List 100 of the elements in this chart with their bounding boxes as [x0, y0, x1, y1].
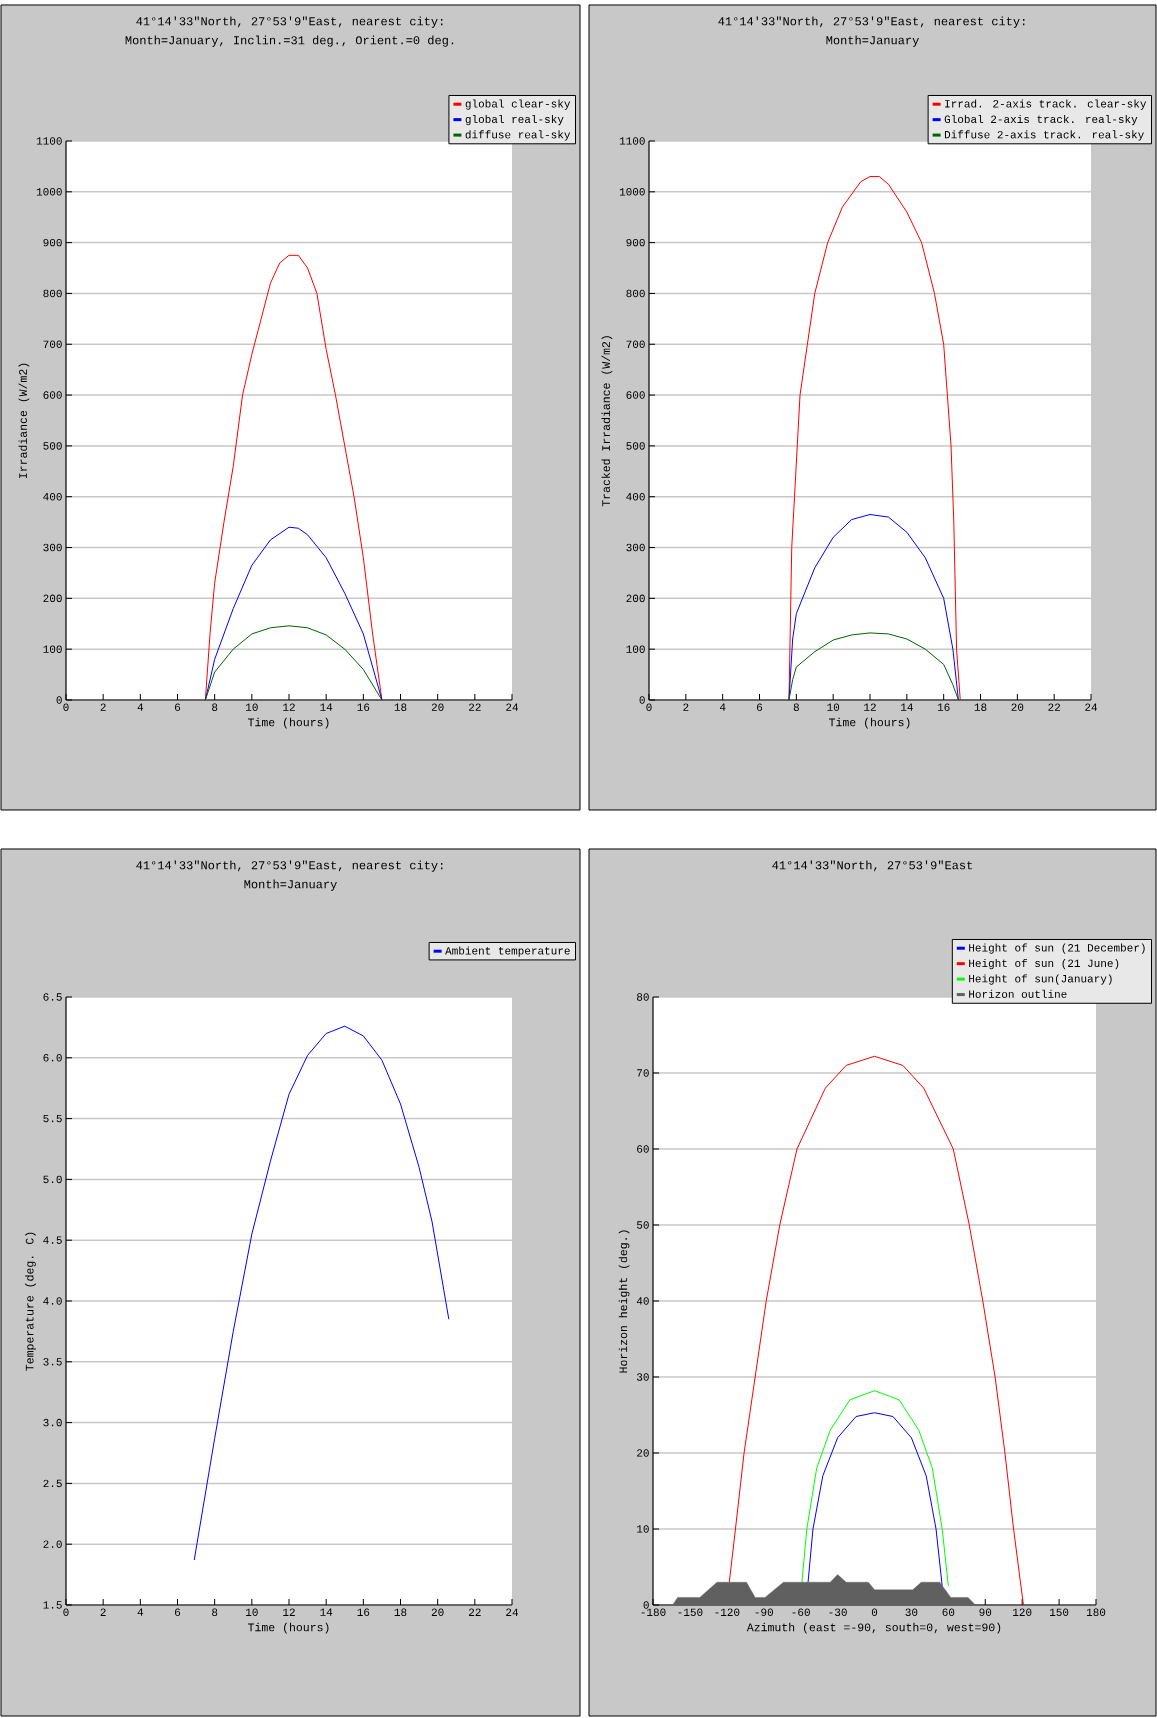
x-tick-label: 6: [175, 1608, 181, 1616]
y-tick-label: 3.0: [43, 1418, 62, 1427]
chart-title: 41°14′33"North, 27°53′9"East, nearest city:: [136, 16, 443, 28]
x-tick-label: 0: [63, 703, 69, 711]
y-tick-label: 50: [636, 1221, 649, 1229]
x-tick-label: 16: [357, 1608, 370, 1616]
y-tick-label: 600: [626, 391, 645, 399]
x-axis-title: Azimuth (east =-90, south=0, west=90): [746, 1622, 1001, 1634]
line-series: [788, 632, 959, 700]
x-axis-title: Time (hours): [829, 717, 910, 729]
x-tick-label: 22: [469, 703, 481, 711]
chart-subtitle: Month=January: [244, 879, 337, 891]
x-tick-label: 22: [469, 1608, 481, 1616]
x-tick-label: 22: [1048, 703, 1061, 711]
y-tick-label: 300: [43, 543, 62, 552]
legend-label: Height of sun (21 June): [969, 958, 1119, 970]
y-tick-label: 80: [637, 993, 649, 1001]
y-tick-label: 4.5: [43, 1236, 62, 1244]
x-tick-label: -90: [755, 1608, 773, 1616]
x-tick-label: 24: [1085, 703, 1098, 711]
x-tick-label: 12: [283, 1608, 295, 1616]
y-tick-label: 2.5: [43, 1479, 62, 1488]
x-tick-label: 120: [1013, 1608, 1032, 1616]
x-tick-label: 4: [719, 703, 726, 711]
x-tick-label: 6: [757, 703, 763, 711]
y-axis-title: Tracked Irradiance (W/m2): [601, 336, 613, 507]
legend-label: global clear-sky: [465, 99, 571, 110]
y-tick-label: 700: [626, 340, 645, 348]
legend-label: Ambient temperature: [445, 946, 570, 957]
y-tick-label: 800: [43, 289, 62, 298]
x-axis-title: Time (hours): [248, 717, 329, 729]
x-tick-label: 18: [394, 703, 407, 711]
y-axis-title: Irradiance (W/m2): [18, 363, 30, 478]
y-tick-label: 10: [637, 1525, 649, 1533]
y-tick-label: 400: [43, 492, 62, 501]
x-tick-label: 16: [937, 703, 950, 711]
y-tick-label: 0: [643, 1601, 649, 1609]
x-tick-label: 12: [864, 703, 876, 711]
y-tick-label: 200: [43, 594, 62, 603]
y-tick-label: 400: [626, 492, 645, 501]
y-tick-label: 6.0: [43, 1054, 62, 1062]
x-tick-label: 6: [175, 703, 181, 711]
x-tick-label: -30: [829, 1608, 847, 1616]
line-series: [788, 176, 961, 700]
y-tick-label: 0: [56, 696, 62, 704]
x-tick-label: -150: [678, 1608, 703, 1616]
line-series: [204, 625, 383, 700]
legend-label: Irrad. 2-axis track. clear-sky: [945, 99, 1147, 110]
y-tick-label: 6.5: [43, 993, 62, 1001]
x-tick-label: 8: [212, 703, 218, 711]
y-tick-label: 500: [43, 442, 62, 450]
x-tick-label: 4: [137, 703, 144, 711]
x-tick-label: 2: [100, 703, 106, 711]
y-tick-label: 5.5: [43, 1114, 62, 1123]
x-tick-label: 12: [283, 703, 295, 711]
x-tick-label: 10: [246, 1608, 258, 1616]
x-tick-label: 180: [1086, 1608, 1106, 1616]
x-tick-label: 2: [100, 1608, 106, 1616]
chart-title: 41°14′33"North, 27°53′9"East, nearest city:: [718, 16, 1025, 28]
y-tick-label: 0: [639, 696, 645, 704]
y-tick-label: 100: [43, 645, 62, 653]
legend-label: global real-sky: [465, 114, 564, 126]
line-series: [204, 526, 383, 700]
y-tick-label: 40: [636, 1297, 649, 1305]
legend-label: Diffuse 2-axis track. real-sky: [944, 130, 1144, 141]
x-tick-label: 14: [320, 703, 333, 711]
y-tick-label: 800: [626, 289, 645, 298]
legend-label: Global 2-axis track. real-sky: [944, 114, 1138, 126]
y-tick-label: 1100: [619, 137, 645, 145]
legend-label: Horizon outline: [969, 989, 1067, 998]
x-tick-label: 16: [357, 703, 370, 711]
chart-title: 41°14′33"North, 27°53′9"East, nearest city:: [136, 860, 443, 872]
y-tick-label: 4.0: [43, 1297, 62, 1305]
chart-subtitle: Month=January, Inclin.=31 deg., Orient.=0 deg.: [125, 35, 454, 47]
y-tick-label: 500: [626, 442, 645, 450]
x-tick-label: 8: [212, 1608, 218, 1616]
y-tick-label: 900: [43, 238, 62, 247]
chart-title: 41°14′33"North, 27°53′9"East: [772, 860, 973, 872]
x-tick-label: 10: [246, 703, 258, 711]
chart-subtitle: Month=January: [826, 35, 919, 47]
x-tick-label: 24: [506, 703, 519, 711]
x-tick-label: 18: [974, 703, 987, 711]
y-tick-label: 30: [636, 1373, 649, 1381]
line-series: [807, 1412, 943, 1587]
y-tick-label: 3.5: [43, 1358, 62, 1366]
y-tick-label: 1000: [36, 188, 62, 196]
x-tick-label: -60: [792, 1608, 810, 1616]
x-tick-label: 0: [63, 1608, 69, 1616]
x-tick-label: 10: [827, 703, 840, 711]
x-tick-label: 8: [793, 703, 799, 711]
y-axis-title: Horizon height (deg.): [618, 1230, 630, 1373]
y-tick-label: 1.5: [43, 1601, 62, 1609]
line-series: [193, 1025, 450, 1561]
y-axis-title: Temperature (deg. C): [25, 1232, 36, 1371]
x-tick-label: 2: [683, 703, 689, 711]
y-tick-label: 5.0: [43, 1175, 62, 1184]
y-tick-label: 60: [637, 1145, 649, 1153]
x-tick-label: 30: [905, 1608, 918, 1616]
x-tick-label: 20: [431, 1608, 444, 1616]
x-tick-label: 14: [901, 703, 913, 711]
